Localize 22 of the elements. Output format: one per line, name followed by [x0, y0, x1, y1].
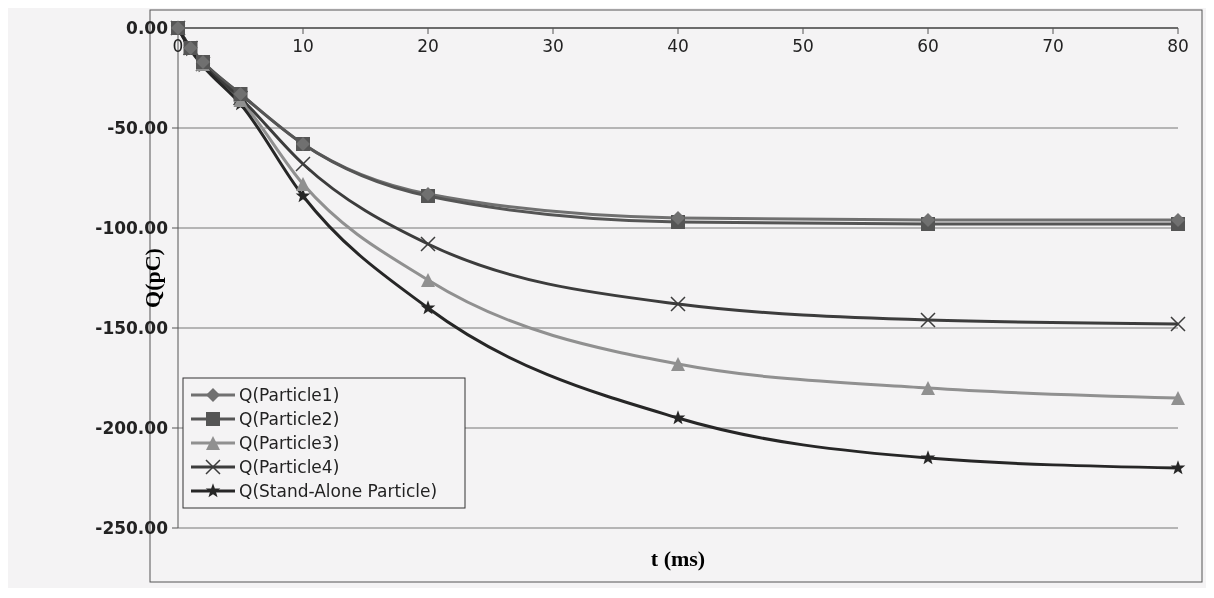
legend-label: Q(Particle1) — [239, 384, 340, 405]
y-tick-label: -250.00 — [95, 517, 169, 538]
y-axis-title: Q(pC) — [140, 248, 165, 308]
x-tick-label: 30 — [542, 36, 564, 56]
x-axis-title: t (ms) — [650, 546, 706, 571]
y-tick-label: -150.00 — [95, 317, 169, 338]
x-tick-label: 50 — [792, 36, 814, 56]
y-tick-label: -50.00 — [107, 117, 169, 138]
y-tick-label: -100.00 — [95, 217, 169, 238]
legend-label: Q(Particle3) — [239, 432, 340, 453]
x-tick-label: 60 — [917, 36, 939, 56]
x-tick-label: 70 — [1042, 36, 1064, 56]
x-tick-label: 10 — [292, 36, 314, 56]
x-tick-label: 40 — [667, 36, 689, 56]
y-tick-label: 0.00 — [126, 17, 169, 38]
legend-label: Q(Particle2) — [239, 408, 340, 429]
x-tick-label: 0 — [172, 36, 184, 56]
legend-label: Q(Stand-Alone Particle) — [239, 480, 438, 501]
x-tick-label: 20 — [417, 36, 439, 56]
legend-label: Q(Particle4) — [239, 456, 340, 477]
y-tick-label: -200.00 — [95, 417, 169, 438]
x-tick-label: 80 — [1167, 36, 1189, 56]
